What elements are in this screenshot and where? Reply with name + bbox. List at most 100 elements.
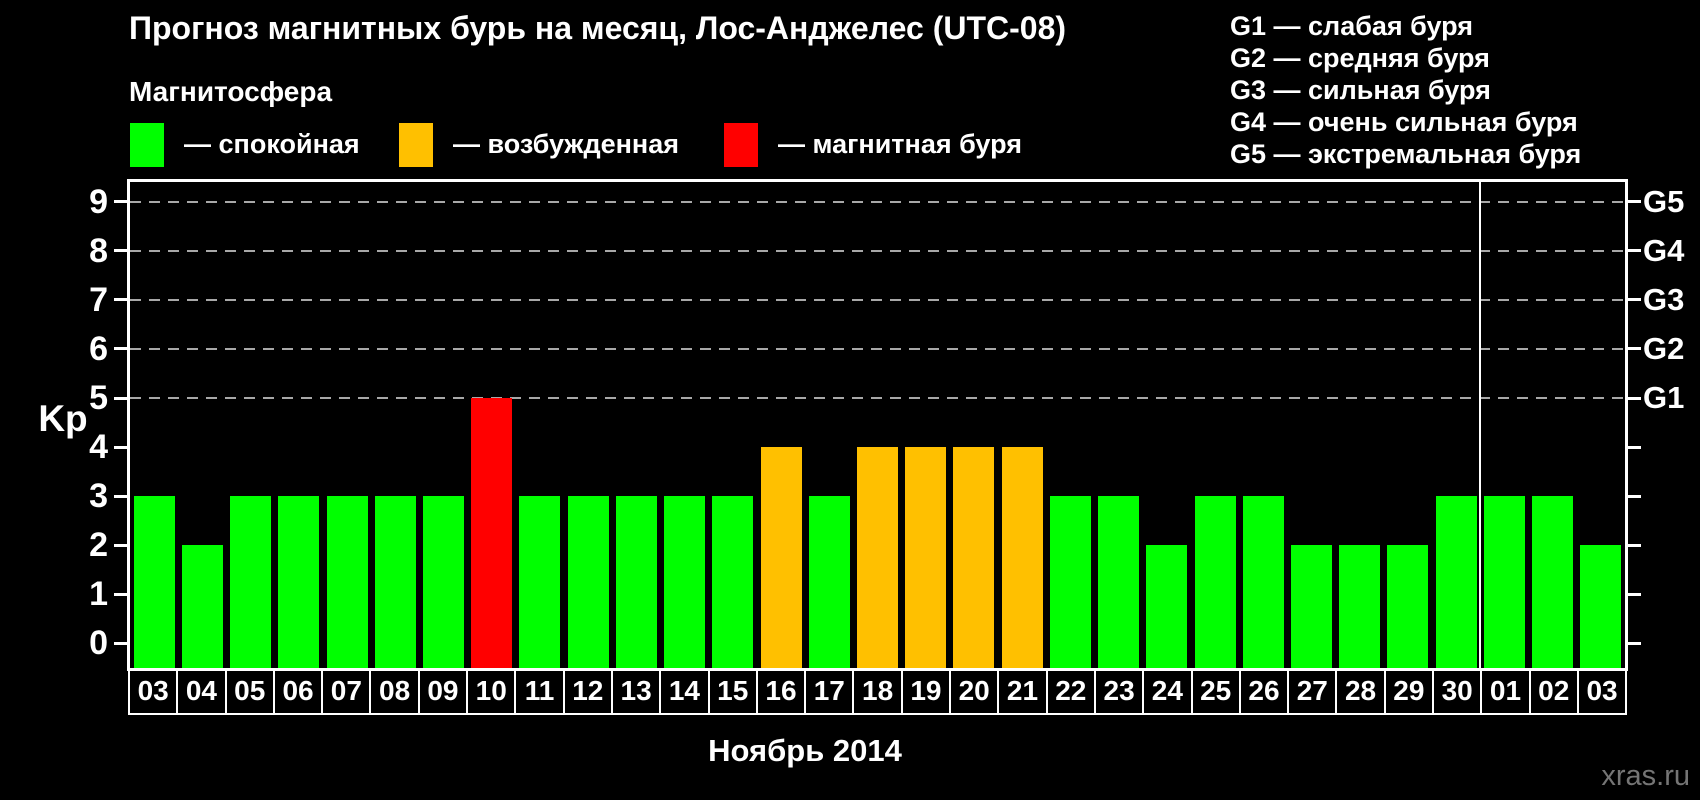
bar-day-11 — [519, 496, 561, 668]
legend-item-excited: — возбужденная — [399, 122, 679, 167]
bar-day-07 — [326, 496, 368, 668]
legend-swatch-excited — [399, 122, 433, 167]
day-cell-29: 29 — [1383, 668, 1435, 715]
bar-day-04 — [181, 545, 223, 668]
bar-day-26 — [1242, 496, 1284, 668]
month-label: Ноябрь 2014 — [708, 733, 902, 768]
bar-day-24 — [1146, 545, 1188, 668]
day-cell-11: 11 — [514, 668, 565, 715]
y-tick-right-3 — [1628, 494, 1641, 498]
bar-day-30 — [1435, 496, 1477, 668]
right-axis-label-G2: G2 — [1643, 330, 1685, 366]
bar-day-12 — [567, 496, 609, 668]
bar-day-19 — [905, 447, 947, 668]
legend-swatch-storm — [724, 122, 758, 167]
y-tick-label-8: 8 — [89, 231, 108, 270]
day-cell-25: 25 — [1190, 668, 1241, 715]
day-cell-23: 23 — [1093, 668, 1145, 715]
day-cell-03: 03 — [128, 668, 179, 715]
bar-day-20 — [953, 447, 995, 668]
legend-label-calm: — спокойная — [184, 129, 360, 159]
day-cell-28: 28 — [1335, 668, 1386, 715]
y-tick-left-1 — [114, 592, 127, 596]
bar-day-27 — [1291, 545, 1333, 668]
y-tick-right-5 — [1628, 396, 1641, 400]
day-cell-14: 14 — [659, 668, 710, 715]
y-tick-label-6: 6 — [89, 329, 108, 368]
bar-day-14 — [664, 496, 706, 668]
day-cell-16: 16 — [755, 668, 807, 715]
y-tick-left-8 — [114, 249, 127, 253]
plot-area: 0 1 2 3 4 5 6 7 8 9 G1 G2 G3 G4 G5 — [89, 179, 1684, 671]
gridline-kp-5 — [130, 397, 1625, 399]
y-tick-left-7 — [114, 298, 127, 302]
bar-day-10 — [471, 398, 513, 668]
day-cell-20: 20 — [949, 668, 1000, 715]
day-cell-15: 15 — [707, 668, 758, 715]
storm-scale-line-g5: G5 — экстремальная буря — [1230, 139, 1582, 169]
watermark: xras.ru — [1601, 760, 1690, 792]
y-tick-label-3: 3 — [89, 477, 108, 516]
y-tick-right-7 — [1628, 298, 1641, 302]
day-cell-dec-01: 01 — [1480, 668, 1531, 715]
legend-swatch-calm — [130, 122, 164, 167]
y-tick-left-3 — [114, 494, 127, 498]
day-cell-17: 17 — [804, 668, 855, 715]
bar-day-dec-02 — [1532, 496, 1574, 668]
y-tick-left-5 — [114, 396, 127, 400]
bar-day-15 — [712, 496, 754, 668]
day-cell-05: 05 — [224, 668, 275, 715]
y-tick-right-4 — [1628, 445, 1641, 449]
day-cell-12: 12 — [562, 668, 613, 715]
day-cell-18: 18 — [852, 668, 903, 715]
bar-day-06 — [278, 496, 320, 668]
bar-day-08 — [374, 496, 416, 668]
y-tick-left-0 — [114, 641, 127, 645]
storm-scale-line-g4: G4 — очень сильная буря — [1230, 107, 1578, 137]
magnetosphere-legend: — спокойная — возбужденная — магнитная бур… — [128, 122, 1128, 168]
bar-day-29 — [1387, 545, 1429, 668]
storm-scale-legend: G1 — слабая буря G2 — средняя буря G3 — си… — [1230, 10, 1581, 170]
gridline-kp-9 — [130, 200, 1625, 203]
day-cell-21: 21 — [997, 668, 1048, 715]
y-tick-right-8 — [1628, 249, 1641, 253]
bar-day-22 — [1049, 496, 1091, 668]
day-cell-dec-02: 02 — [1528, 668, 1579, 715]
day-cell-27: 27 — [1287, 668, 1338, 715]
y-tick-label-1: 1 — [89, 575, 108, 614]
y-tick-left-4 — [114, 445, 127, 449]
x-axis-day-labels: 03 04 05 06 07 08 09 10 11 12 13 14 15 16 17 18 19 20 21 22… — [128, 668, 1628, 715]
y-tick-label-0: 0 — [89, 624, 108, 663]
bar-day-21 — [1001, 447, 1043, 668]
y-tick-label-7: 7 — [89, 280, 108, 319]
day-cell-24: 24 — [1142, 668, 1193, 715]
bar-day-dec-03 — [1580, 545, 1622, 668]
bar-day-09 — [422, 496, 464, 668]
right-axis-label-G3: G3 — [1643, 281, 1685, 317]
y-tick-label-5: 5 — [89, 379, 108, 417]
y-tick-left-9 — [114, 200, 127, 204]
y-tick-right-2 — [1628, 543, 1641, 547]
y-tick-label-9: 9 — [89, 182, 108, 221]
legend-item-calm: — спокойная — [130, 122, 360, 167]
bar-day-03 — [133, 496, 175, 668]
day-cell-13: 13 — [610, 668, 662, 715]
day-cell-19: 19 — [900, 668, 952, 715]
day-cell-08: 08 — [369, 668, 420, 715]
y-tick-left-2 — [114, 543, 127, 547]
day-cell-04: 04 — [176, 668, 227, 715]
y-tick-right-6 — [1628, 347, 1641, 351]
day-cell-06: 06 — [272, 668, 324, 715]
y-tick-right-1 — [1628, 592, 1641, 596]
bar-day-dec-01 — [1483, 496, 1525, 668]
right-axis-label-G1: G1 — [1643, 380, 1685, 415]
y-axis-label: Kp — [38, 398, 88, 439]
storm-scale-line-g3: G3 — сильная буря — [1230, 75, 1491, 105]
bar-day-23 — [1098, 496, 1140, 668]
storm-scale-line-g2: G2 — средняя буря — [1230, 43, 1490, 73]
y-tick-right-9 — [1628, 200, 1641, 204]
right-axis-label-G4: G4 — [1643, 232, 1685, 268]
legend-label-storm: — магнитная буря — [778, 129, 1022, 159]
right-axis-label-G5: G5 — [1643, 183, 1685, 219]
